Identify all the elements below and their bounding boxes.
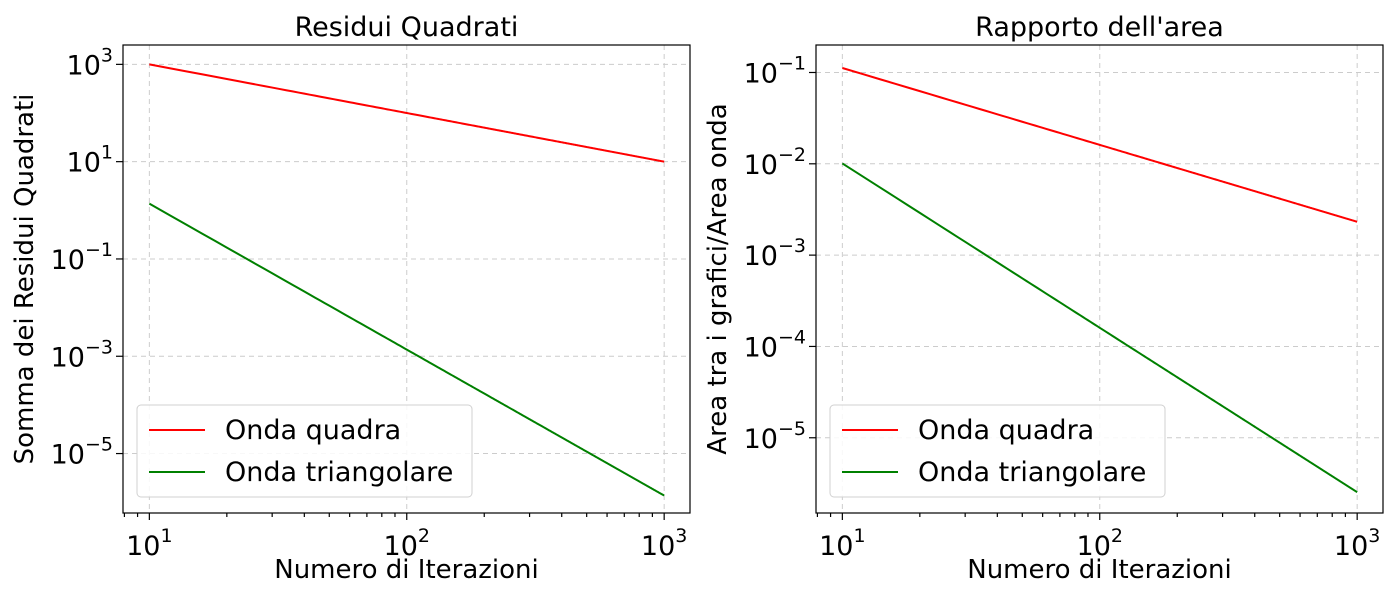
y-tick-label: 10−3: [51, 336, 113, 373]
y-tick-label: 10−4: [744, 326, 806, 363]
legend-label-0: Onda quadra: [225, 415, 401, 446]
x-tick-label: 102: [384, 525, 430, 562]
series-line-1: [841, 162, 1358, 494]
legend: Onda quadra Onda triangolare: [829, 404, 1166, 498]
chart-rapporto: 101 102 103 10−5 10−4 10−3 10−2 10−1 Rapporto de…: [703, 12, 1384, 585]
y-tick-label: 10−3: [744, 235, 806, 272]
x-tick-label: 101: [819, 525, 865, 562]
series-line-0: [149, 63, 665, 163]
x-axis-label: Numero di Iterazioni: [967, 555, 1232, 585]
chart-title: Residui Quadrati: [295, 12, 519, 43]
x-axis-label: Numero di Iterazioni: [274, 555, 539, 585]
y-tick-label: 103: [67, 44, 113, 81]
y-tick-label: 10−5: [744, 418, 806, 455]
y-tick-label: 101: [67, 142, 113, 179]
legend: Onda quadra Onda triangolare: [136, 404, 473, 498]
x-tick-label: 101: [126, 525, 172, 562]
series-line-1: [148, 202, 665, 497]
y-axis-label: Area tra i grafici/Area onda: [703, 103, 733, 454]
legend-box: [829, 404, 1166, 498]
y-tick-label: 10−5: [51, 434, 113, 471]
y-axis-label: Somma dei Residui Quadrati: [10, 94, 40, 465]
x-tick-label: 102: [1077, 525, 1123, 562]
legend-label-0: Onda quadra: [918, 415, 1094, 446]
series-line-0: [842, 67, 1358, 223]
x-tick-label: 103: [641, 525, 687, 562]
y-tick-label: 10−1: [744, 52, 806, 89]
legend-label-1: Onda triangolare: [918, 457, 1146, 488]
chart-residui: 101 102 103 10−5 10−3 10−1 101 103 Residui Quadr…: [10, 12, 691, 585]
y-tick-label: 10−1: [51, 239, 113, 276]
y-tick-label: 10−2: [744, 144, 806, 181]
legend-label-1: Onda triangolare: [225, 457, 453, 488]
chart-title: Rapporto dell'area: [975, 12, 1224, 43]
legend-box: [136, 404, 473, 498]
x-tick-label: 103: [1334, 525, 1380, 562]
